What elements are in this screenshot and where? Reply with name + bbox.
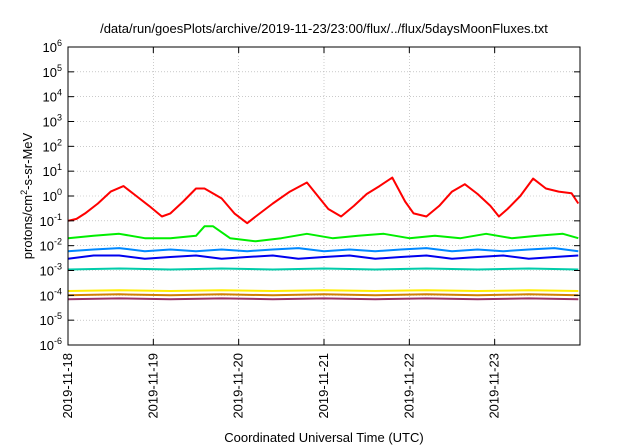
y-tick-exponent: 1 [57,162,62,172]
y-tick-label: 100 [43,187,62,204]
y-tick-label: 102 [43,137,62,154]
series-line-2 [67,225,579,243]
y-tick-label: 101 [43,162,62,179]
y-tick-exponent: 3 [57,113,62,123]
tick-marks [67,46,580,346]
y-tick-exponent: -5 [54,311,62,321]
y-tick-exponent: 5 [57,63,62,73]
y-tick-labels: 10-610-510-410-310-210-11001011021031041… [40,38,62,353]
y-tick-base: 10 [40,288,54,303]
y-tick-base: 10 [40,214,54,229]
x-tick-label: 2019-11-22 [401,353,416,419]
y-tick-base: 10 [43,65,57,80]
series-line-8 [67,297,579,301]
y-tick-exponent: -6 [54,336,62,346]
y-axis-label-post: -s-sr-MeV [20,132,35,189]
y-tick-label: 10-1 [40,212,62,229]
chart-title: /data/run/goesPlots/archive/2019-11-23/2… [100,21,548,36]
series-line-4 [67,254,579,260]
y-tick-base: 10 [40,264,54,279]
y-tick-label: 10-6 [40,336,62,353]
y-tick-exponent: -2 [54,237,62,247]
x-tick-label: 2019-11-20 [231,353,246,419]
y-tick-base: 10 [43,90,57,105]
series-line-3 [67,247,579,253]
y-tick-base: 10 [43,115,57,130]
x-tick-label: 2019-11-19 [145,353,160,419]
y-tick-exponent: -1 [54,212,62,222]
y-tick-label: 10-3 [40,262,62,279]
y-tick-exponent: 0 [57,187,62,197]
y-tick-label: 10-5 [40,311,62,328]
series-line-7 [67,293,579,297]
y-tick-base: 10 [40,313,54,328]
y-tick-base: 10 [40,338,54,353]
x-tick-label: 2019-11-23 [487,353,502,419]
y-tick-base: 10 [40,239,54,254]
y-tick-label: 106 [43,38,62,55]
y-tick-base: 10 [43,189,57,204]
y-tick-base: 10 [43,40,57,55]
series-layer [67,176,580,301]
y-tick-label: 10-2 [40,237,62,254]
x-axis-label: Coordinated Universal Time (UTC) [224,430,423,445]
y-axis-label-sup: 2 [19,190,29,195]
y-axis-label: protons/cm2-s-sr-MeV [19,132,35,259]
y-tick-exponent: 6 [57,38,62,48]
y-tick-label: 105 [43,63,62,80]
y-tick-exponent: 2 [57,137,62,147]
y-tick-label: 10-4 [40,286,62,303]
y-tick-base: 10 [43,139,57,154]
y-tick-exponent: -3 [54,262,62,272]
x-tick-label: 2019-11-18 [60,353,75,419]
y-tick-exponent: 4 [57,88,62,98]
y-tick-base: 10 [43,164,57,179]
y-tick-label: 103 [43,113,62,130]
x-tick-label: 2019-11-21 [316,353,331,419]
series-line-6 [67,289,579,292]
series-line-1 [67,176,580,225]
y-axis-label-pre: protons/cm [20,195,35,259]
y-tick-exponent: -4 [54,286,62,296]
series-line-5 [67,267,579,271]
x-tick-labels: 2019-11-18 2019-11-19 2019-11-20 2019-11-21… [60,353,502,419]
y-tick-label: 104 [43,88,62,105]
